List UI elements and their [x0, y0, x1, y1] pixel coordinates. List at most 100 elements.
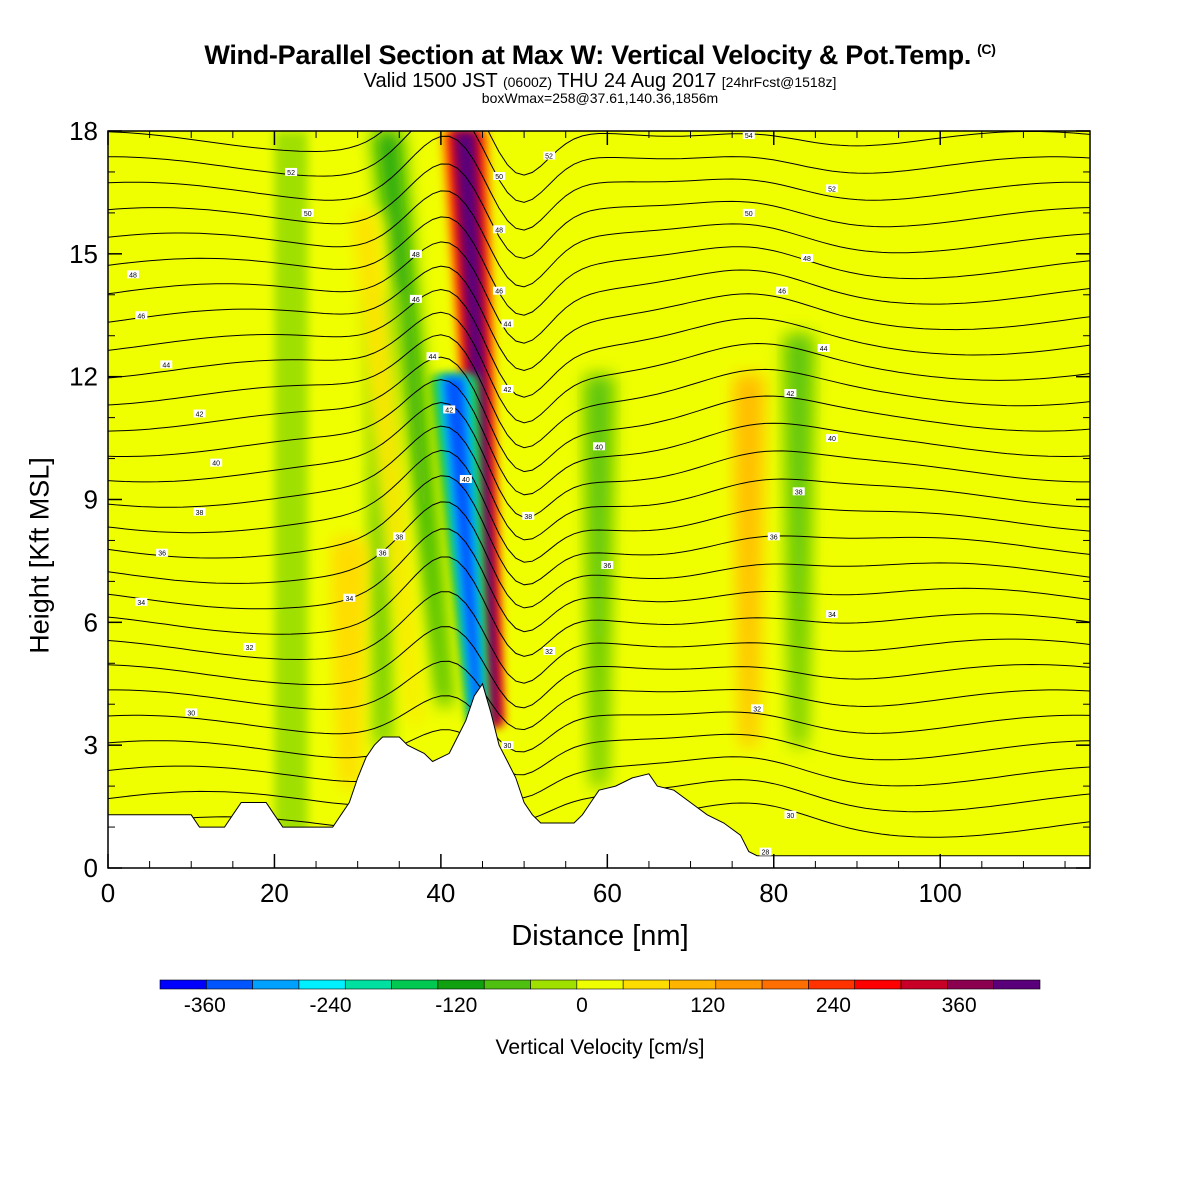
- contour-label-bg: [501, 319, 514, 328]
- contour-label: 52: [287, 170, 295, 177]
- velocity-plume: [589, 376, 609, 787]
- theta-contour-line: [108, 475, 1090, 586]
- contour-label-bg: [301, 208, 314, 217]
- terrain-mask: [108, 682, 1090, 868]
- contour-label: 36: [379, 551, 387, 558]
- theta-contour-line: [108, 425, 1090, 541]
- contour-label-bg: [210, 458, 223, 467]
- contour-label: 46: [137, 313, 145, 320]
- colorbar-swatch: [576, 979, 624, 990]
- contour-label: 36: [770, 534, 778, 541]
- theta-contour-line: [108, 288, 1090, 398]
- colorbar-swatch: [854, 979, 902, 990]
- chart-subsubtitle: boxWmax=258@37.61,140.36,1856m: [481, 90, 719, 106]
- contour-label: 38: [795, 489, 803, 496]
- valid-date: THU 24 Aug 2017: [557, 70, 717, 92]
- colorbar-swatch: [993, 979, 1041, 990]
- x-tick-label: 60: [593, 878, 622, 908]
- theta-contour-line: [108, 265, 1090, 372]
- contour-label-bg: [826, 434, 839, 443]
- contour-label: 38: [196, 510, 204, 517]
- theta-contour-line: [108, 695, 1090, 753]
- colorbar-tick-label: 360: [942, 994, 977, 1017]
- valid-time: Valid 1500 JST: [363, 70, 498, 92]
- theta-contour-line: [108, 591, 1090, 684]
- contour-label: 54: [745, 133, 753, 140]
- contour-label-bg: [160, 360, 173, 369]
- theta-contour-line: [108, 131, 1090, 176]
- contour-label-bg: [751, 704, 764, 713]
- contour-label-bg: [135, 597, 148, 606]
- theta-contour-line: [108, 311, 1090, 424]
- velocity-band: [915, 131, 974, 868]
- y-tick-label: 3: [84, 730, 98, 760]
- contour-label-bg: [792, 487, 805, 496]
- y-tick-label: 18: [69, 116, 98, 146]
- contour-label-bg: [784, 389, 797, 398]
- velocity-band: [274, 131, 308, 868]
- colorbar-title: Vertical Velocity [cm/s]: [495, 1036, 705, 1059]
- colorbar-swatch: [900, 979, 948, 990]
- x-tick-label: 20: [260, 878, 289, 908]
- contour-label: 38: [395, 534, 403, 541]
- contour-label: 46: [412, 297, 420, 304]
- colorbar-swatch: [483, 979, 531, 990]
- theta-contour-line: [108, 556, 1090, 657]
- velocity-band: [640, 131, 708, 868]
- colorbar-tick-label: 0: [576, 994, 588, 1017]
- contour-label: 32: [753, 706, 761, 713]
- colorbar-swatch: [298, 979, 346, 990]
- theta-contour-line: [108, 501, 1090, 609]
- y-tick-label: 6: [84, 607, 98, 637]
- contour-label: 30: [504, 743, 512, 750]
- velocity-plume: [788, 335, 809, 746]
- utc-time: (0600Z): [502, 74, 552, 90]
- colorbar-swatch: [159, 979, 207, 990]
- contour-label: 44: [504, 321, 512, 328]
- colorbar-swatch: [622, 979, 670, 990]
- colorbar-swatch: [530, 979, 578, 990]
- velocity-plume: [339, 540, 360, 787]
- contour-label: 44: [429, 354, 437, 361]
- contour-label-bg: [522, 511, 535, 520]
- y-tick-label: 9: [84, 485, 98, 515]
- contour-label: 50: [304, 211, 312, 218]
- contour-label: 48: [495, 227, 503, 234]
- contour-label-bg: [443, 405, 456, 414]
- theta-contour-line: [108, 135, 1090, 231]
- colorbar-swatch: [437, 979, 485, 990]
- velocity-plume: [738, 376, 759, 746]
- contour-label: 44: [162, 362, 170, 369]
- contour-label-bg: [343, 593, 356, 602]
- contour-label: 30: [787, 813, 795, 820]
- chart-subtitle: Valid 1500 JST (0600Z) THU 24 Aug 2017 […: [0, 70, 1200, 93]
- contour-label: 34: [345, 596, 353, 603]
- colorbar-swatch: [947, 979, 994, 990]
- theta-contour-line: [108, 163, 1090, 259]
- contour-label: 40: [595, 444, 603, 451]
- contour-label-bg: [543, 151, 556, 160]
- velocity-band: [840, 131, 907, 868]
- contour-label-bg: [767, 532, 780, 541]
- contour-label: 48: [412, 252, 420, 259]
- theta-contours: [108, 131, 1090, 844]
- contour-label-bg: [376, 548, 389, 557]
- contour-label: 46: [495, 289, 503, 296]
- theta-contour-line: [108, 528, 1090, 633]
- contour-label-bg: [601, 561, 614, 570]
- contour-label-bg: [543, 646, 556, 655]
- contour-label: 36: [603, 563, 611, 570]
- x-axis-title: Distance [nm]: [511, 920, 689, 952]
- velocity-band: [524, 131, 575, 868]
- contour-label-bg: [801, 253, 814, 262]
- theta-contour-line: [108, 131, 1090, 203]
- contour-label-bg: [817, 344, 830, 353]
- colorbar-swatch: [669, 979, 717, 990]
- colorbar-tick-label: -120: [435, 994, 477, 1017]
- x-tick-label: 0: [101, 878, 115, 908]
- contour-label: 42: [787, 391, 795, 398]
- contour-label: 46: [778, 289, 786, 296]
- x-tick-label: 40: [426, 878, 455, 908]
